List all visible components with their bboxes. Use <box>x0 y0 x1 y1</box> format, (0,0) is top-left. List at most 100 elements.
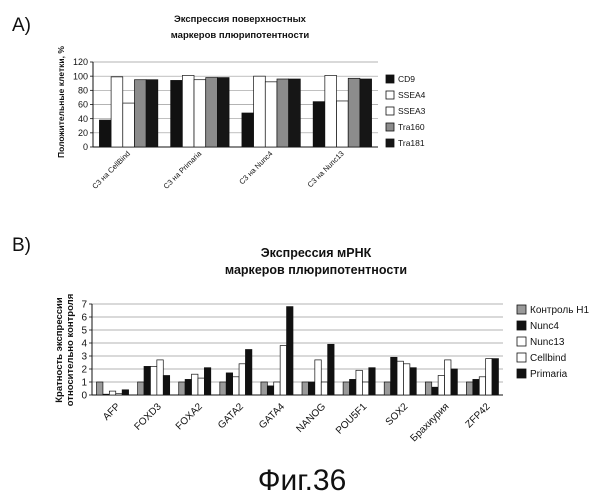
panel-b-label: B) <box>12 235 31 256</box>
bar <box>348 78 360 147</box>
legend-label: Nunc13 <box>530 337 565 348</box>
legend-label: CD9 <box>398 74 415 84</box>
legend-label: Tra160 <box>398 122 425 132</box>
legend-label: SSEA3 <box>398 106 426 116</box>
legend-swatch <box>517 337 526 346</box>
bar <box>144 366 150 395</box>
x-tick-label: C3 на CellBind <box>90 149 132 191</box>
x-tick-label: GATA4 <box>257 401 287 431</box>
y-tick-label: 4 <box>81 339 87 350</box>
y-tick-label: 80 <box>78 85 88 95</box>
x-tick-label: C3 на Nunc13 <box>306 149 346 189</box>
y-tick-label: 7 <box>81 300 87 311</box>
legend-label: Nunc4 <box>530 321 559 332</box>
chart-title-line: маркеров плюрипотентности <box>225 263 407 277</box>
bar <box>138 382 144 395</box>
bar <box>350 379 356 395</box>
x-tick-label: C3 на Primaria <box>162 148 204 190</box>
x-tick-label: FOXD3 <box>132 401 164 433</box>
y-tick-label: 5 <box>81 326 87 337</box>
bar <box>308 382 314 395</box>
bar <box>337 101 349 147</box>
bar <box>451 369 457 395</box>
chart-title-line: Экспрессия поверхностных <box>174 14 307 25</box>
legend-swatch <box>517 353 526 362</box>
bar <box>356 370 362 395</box>
bar <box>150 366 156 395</box>
bar <box>325 75 337 147</box>
y-tick-label: 60 <box>78 100 88 110</box>
legend-label: Primaria <box>530 369 568 380</box>
bar <box>265 82 277 147</box>
bar <box>280 346 286 395</box>
y-axis-label: Положительные клетки, % <box>56 46 66 158</box>
bar <box>123 103 135 147</box>
bar <box>198 378 204 395</box>
legend-swatch <box>517 369 526 378</box>
x-tick-label: AFP <box>101 401 123 423</box>
y-axis-label: относительно контроля <box>65 294 76 407</box>
bar <box>445 360 451 395</box>
x-tick-label: SOX2 <box>384 401 411 428</box>
bar <box>146 80 158 147</box>
bar <box>492 359 498 395</box>
bar <box>163 376 169 396</box>
bar <box>122 390 128 395</box>
figure-caption: Фиг.36 <box>258 464 347 497</box>
bar <box>226 373 232 395</box>
bar <box>289 79 301 147</box>
y-tick-label: 3 <box>81 352 87 363</box>
bar <box>185 379 191 395</box>
bar <box>432 387 438 395</box>
legend-swatch <box>386 123 394 131</box>
bar <box>425 382 431 395</box>
legend-swatch <box>517 321 526 330</box>
bar <box>403 364 409 395</box>
chart-title-line: Экспрессия мРНК <box>261 246 372 260</box>
bar <box>99 120 111 147</box>
x-tick-label: GATA2 <box>216 401 246 431</box>
bar <box>486 359 492 395</box>
bar <box>397 361 403 395</box>
bar <box>103 394 109 395</box>
x-tick-label: FOXA2 <box>174 401 205 432</box>
bar <box>479 377 485 395</box>
legend-swatch <box>386 139 394 147</box>
y-tick-label: 0 <box>81 391 87 402</box>
bar <box>194 80 206 147</box>
bar <box>438 376 444 396</box>
bar <box>287 307 293 395</box>
x-tick-label: Брахиурия <box>409 401 452 444</box>
bar <box>302 382 308 395</box>
y-axis-label: Кратность экспрессии <box>54 297 65 403</box>
x-tick-label: ZFP42 <box>464 401 493 430</box>
y-tick-label: 120 <box>73 57 88 67</box>
y-tick-label: 1 <box>81 378 87 389</box>
bar <box>277 79 289 147</box>
legend-label: Контроль H1 <box>530 305 589 316</box>
bar <box>362 382 368 395</box>
chart-mrna-markers: Экспрессия мРНК маркеров плюрипотентности… <box>54 246 589 444</box>
bar <box>109 391 115 395</box>
legend-swatch <box>386 107 394 115</box>
legend-swatch <box>517 305 526 314</box>
bar <box>254 76 266 147</box>
bar <box>473 379 479 395</box>
bar <box>267 386 273 395</box>
bar <box>410 368 416 395</box>
x-tick-label: C3 на Nunc4 <box>237 149 274 186</box>
bar <box>171 80 183 147</box>
bar <box>206 78 218 147</box>
bar <box>239 364 245 395</box>
legend-label: Tra181 <box>398 138 425 148</box>
bar <box>179 382 185 395</box>
bar <box>111 77 123 147</box>
y-tick-label: 100 <box>73 71 88 81</box>
x-tick-label: NANOG <box>294 401 328 435</box>
bar <box>220 382 226 395</box>
legend-swatch <box>386 91 394 99</box>
bar <box>369 368 375 395</box>
bar <box>321 382 327 395</box>
legend-label: Cellbind <box>530 353 566 364</box>
